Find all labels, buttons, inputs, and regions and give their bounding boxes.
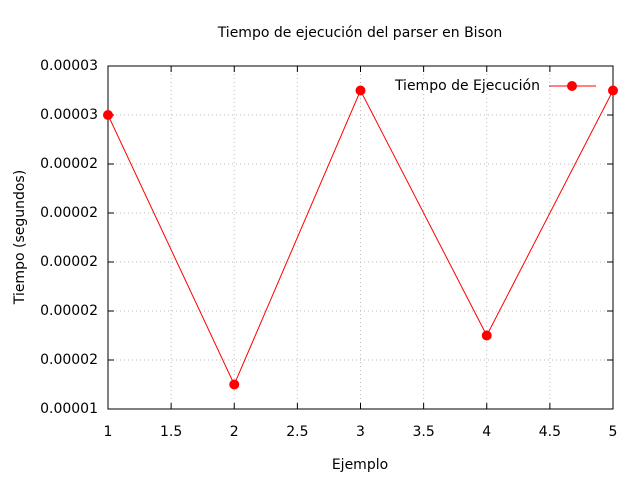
y-tick-label: 0.00002 [40,205,98,221]
chart-title: Tiempo de ejecución del parser en Bison [217,25,503,41]
y-axis-label: Tiempo (segundos) [12,170,28,305]
x-tick-label: 1.5 [160,424,182,440]
y-tick-label: 0.00002 [40,352,98,368]
data-point [481,330,492,341]
y-tick-label: 0.00003 [40,107,98,123]
data-point [103,110,113,120]
x-axis-label: Ejemplo [332,457,388,473]
y-tick-label: 0.00002 [40,156,98,172]
x-tick-label: 3.5 [412,424,434,440]
x-tick-label: 2.5 [286,424,308,440]
data-point [229,379,240,390]
plot-frame [107,65,614,410]
y-tick-label: 0.00001 [40,401,98,417]
x-tick-label: 2 [230,424,239,440]
x-tick-label: 1 [104,424,113,440]
x-tick-label: 4 [482,424,491,440]
x-tick-label: 4.5 [539,424,561,440]
y-tick-label: 0.00002 [40,303,98,319]
data-point [608,85,618,96]
x-tick-label: 3 [356,424,365,440]
data-point [355,85,366,96]
legend-marker [567,81,577,91]
x-tick-label: 5 [609,424,618,440]
y-tick-label: 0.00002 [40,254,98,270]
legend-label: Tiempo de Ejecución [394,78,540,94]
y-tick-label: 0.00003 [40,58,98,74]
